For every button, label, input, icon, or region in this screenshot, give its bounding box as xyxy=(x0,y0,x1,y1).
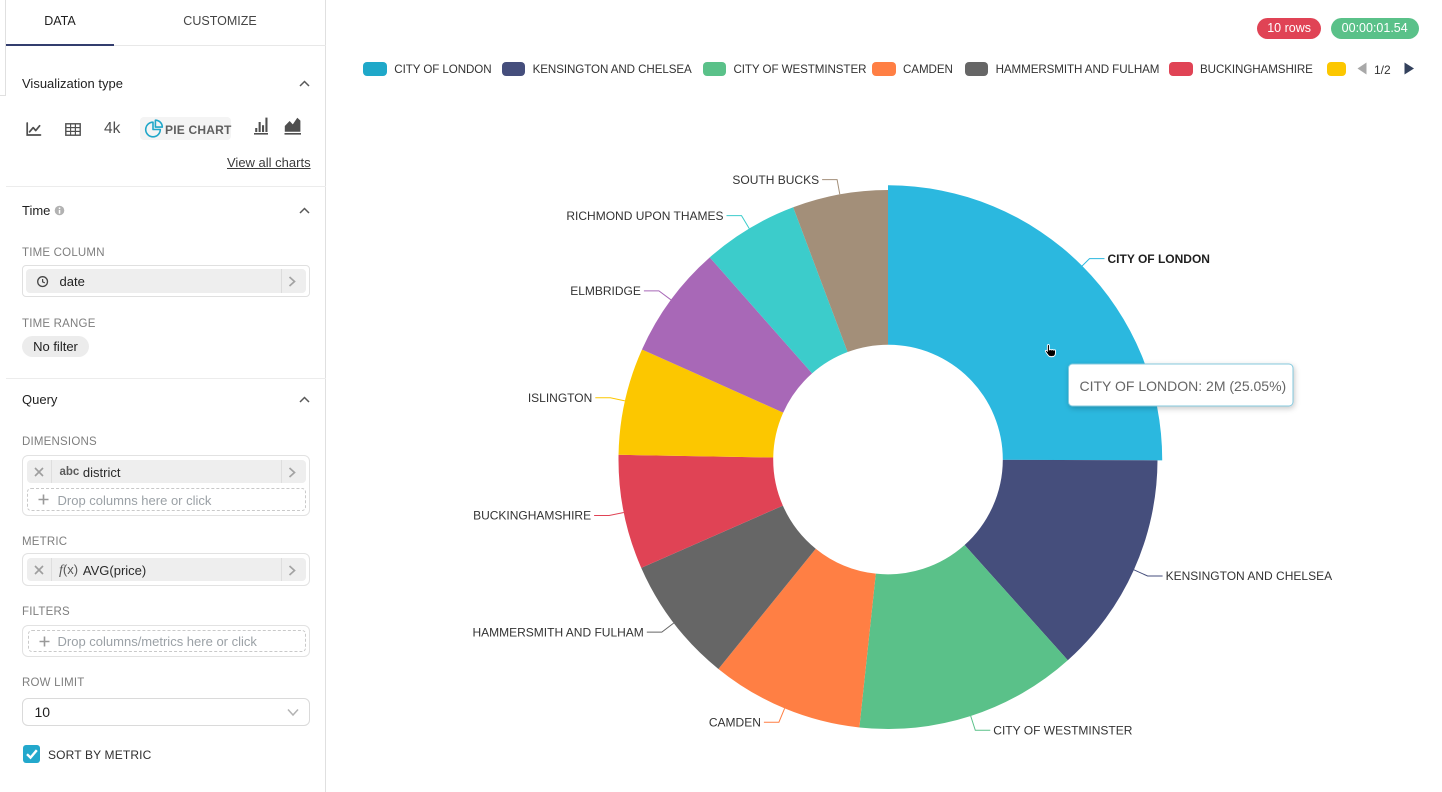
svg-text:BUCKINGHAMSHIRE: BUCKINGHAMSHIRE xyxy=(473,509,591,523)
svg-text:CITY OF LONDON: 2M (25.05%): CITY OF LONDON: 2M (25.05%) xyxy=(1080,378,1287,394)
svg-text:HAMMERSMITH AND FULHAM: HAMMERSMITH AND FULHAM xyxy=(472,625,643,639)
svg-text:CAMDEN: CAMDEN xyxy=(709,715,761,729)
svg-text:ISLINGTON: ISLINGTON xyxy=(528,391,592,405)
svg-text:CITY OF LONDON: CITY OF LONDON xyxy=(1108,252,1210,266)
svg-text:SOUTH BUCKS: SOUTH BUCKS xyxy=(732,173,819,187)
svg-text:CITY OF WESTMINSTER: CITY OF WESTMINSTER xyxy=(993,724,1132,738)
svg-text:KENSINGTON AND CHELSEA: KENSINGTON AND CHELSEA xyxy=(1166,569,1333,583)
svg-text:ELMBRIDGE: ELMBRIDGE xyxy=(570,284,641,298)
svg-text:RICHMOND UPON THAMES: RICHMOND UPON THAMES xyxy=(566,209,723,223)
